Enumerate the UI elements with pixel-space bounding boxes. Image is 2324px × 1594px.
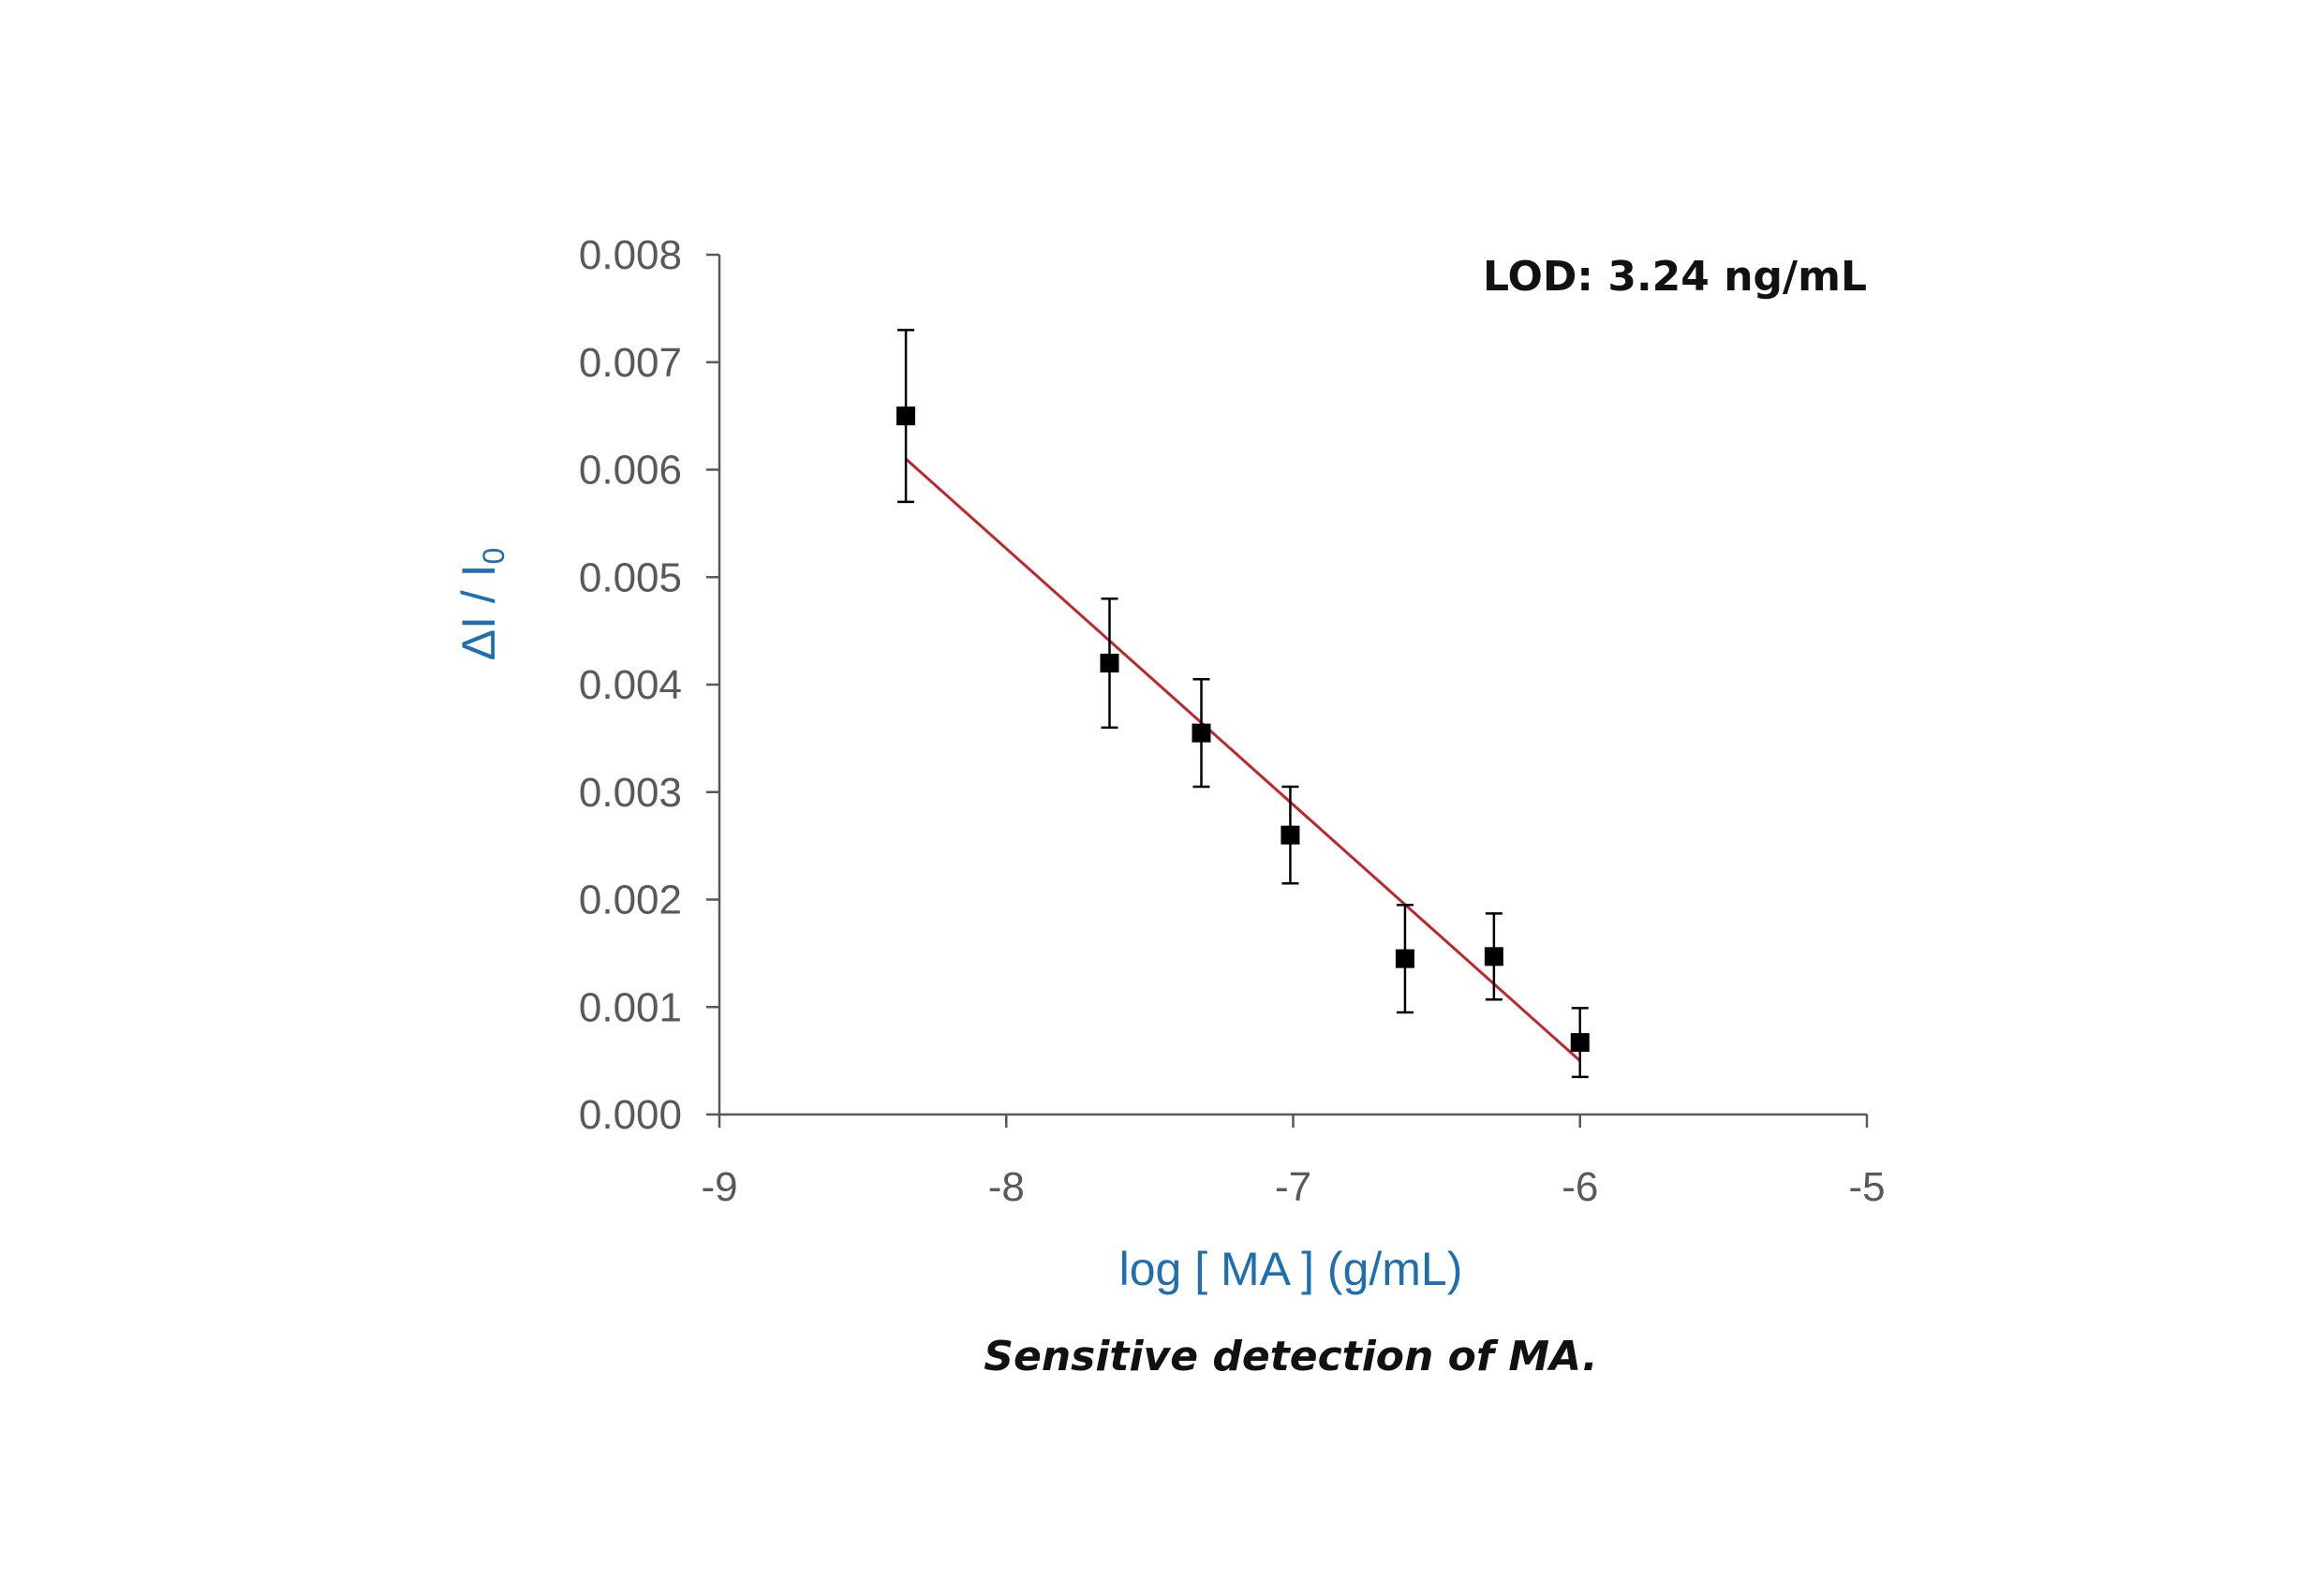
data-point xyxy=(1484,912,1503,1001)
axes: 0.000 0.001 0.002 0.003 0.004 0.005 0.006 0.007… xyxy=(579,232,1886,1210)
x-tick-label: -8 xyxy=(988,1164,1025,1210)
x-axis-title: log [ MA ] (g/mL) xyxy=(1119,1243,1463,1295)
y-axis-title: ΔI / I0 xyxy=(452,548,511,661)
data-point xyxy=(896,329,916,504)
y-tick-label: 0.006 xyxy=(579,448,682,494)
data-point xyxy=(1100,597,1119,730)
lod-annotation: LOD: 3.24 ng/mL xyxy=(1483,253,1867,301)
data-point xyxy=(1280,785,1300,885)
y-axis-title-main: ΔI / I xyxy=(452,564,505,660)
data-point xyxy=(1570,1007,1590,1079)
y-tick-label: 0.000 xyxy=(579,1092,682,1138)
y-axis-title-subscript: 0 xyxy=(477,548,511,565)
x-tick-label: -6 xyxy=(1562,1164,1598,1210)
x-tick-label: -5 xyxy=(1848,1164,1885,1210)
x-tick-label: -7 xyxy=(1275,1164,1311,1210)
point-marker xyxy=(896,406,916,426)
y-tick-label: 0.005 xyxy=(579,554,682,600)
y-tick-label: 0.007 xyxy=(579,340,682,386)
y-tick-label: 0.002 xyxy=(579,878,682,923)
y-tick-label: 0.008 xyxy=(579,232,682,278)
y-tick-label: 0.004 xyxy=(579,662,682,708)
point-marker xyxy=(1570,1033,1590,1053)
fit-line-group xyxy=(905,457,1581,1062)
point-marker xyxy=(1280,825,1300,845)
y-tick-label: 0.001 xyxy=(579,984,682,1030)
point-marker xyxy=(1192,723,1211,743)
fit-line xyxy=(905,457,1581,1062)
point-marker xyxy=(1100,654,1119,673)
point-marker xyxy=(1484,947,1503,967)
data-point xyxy=(1192,678,1211,789)
data-points xyxy=(896,329,1590,1079)
y-tick-label: 0.003 xyxy=(579,770,682,816)
x-tick-label: -9 xyxy=(701,1164,737,1210)
figure-caption: Sensitive detection of MA. xyxy=(984,1333,1597,1380)
point-marker xyxy=(1395,949,1414,968)
data-point xyxy=(1395,903,1414,1014)
